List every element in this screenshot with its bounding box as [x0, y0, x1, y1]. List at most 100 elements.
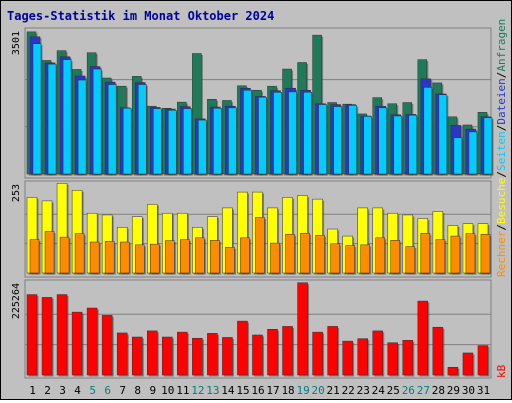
bar-seiten-day-5 [92, 68, 102, 175]
bar-seiten-day-3 [62, 59, 72, 175]
bar-seiten-day-1 [32, 43, 42, 175]
bar-rechner-day-30 [465, 233, 476, 274]
bar-rechner-day-31 [480, 234, 491, 274]
bar-rechner-day-8 [134, 244, 145, 274]
x-tick-label: 25 [387, 384, 400, 397]
x-tick-label: 1 [29, 384, 36, 397]
bar-seiten-day-4 [77, 79, 87, 175]
bar-rechner-day-12 [195, 237, 205, 274]
bar-kb-day-22 [342, 340, 353, 376]
legend-item-besuche: Besuche [495, 178, 508, 224]
bar-rechner-day-4 [74, 233, 85, 274]
x-tick-label: 29 [447, 384, 460, 397]
bar-seiten-day-26 [408, 114, 418, 175]
bar-seiten-day-13 [213, 107, 222, 175]
legend-item-seiten: Seiten [495, 131, 508, 171]
x-tick-label: 18 [281, 384, 294, 397]
legend-kb: kB [495, 364, 508, 378]
legend: Rechner/Besuche/Seiten/Dateien/Anfragenk… [495, 19, 508, 378]
bar-kb-day-4 [71, 311, 83, 376]
bar-seiten-day-25 [393, 115, 403, 175]
x-tick-label: 13 [206, 384, 219, 397]
bar-kb-day-29 [447, 366, 459, 376]
bar-rechner-day-10 [165, 240, 175, 274]
bar-seiten-day-9 [153, 108, 162, 175]
bar-kb-day-12 [192, 337, 203, 376]
bar-rechner-day-27 [420, 232, 431, 274]
bar-kb-day-10 [162, 336, 173, 376]
bar-rechner-day-11 [180, 239, 190, 274]
bar-rechner-day-18 [285, 234, 295, 274]
x-tick-label: 26 [402, 384, 415, 397]
bar-kb-day-27 [417, 300, 429, 376]
bar-kb-day-1 [26, 294, 38, 376]
x-tick-label: 15 [236, 384, 249, 397]
bar-rechner-day-2 [44, 231, 55, 274]
x-tick-label: 19 [296, 384, 309, 397]
x-tick-label: 10 [161, 384, 174, 397]
bar-kb-day-21 [327, 326, 338, 376]
bar-seiten-day-18 [288, 91, 297, 175]
chart-title: Tages-Statistik im Monat Oktober 2024 [7, 9, 274, 23]
bar-seiten-day-20 [318, 104, 327, 175]
bar-kb-day-15 [237, 320, 248, 376]
bar-rechner-day-17 [270, 242, 280, 274]
legend-separator: / [495, 125, 508, 132]
bar-seiten-day-11 [183, 108, 192, 175]
bar-seiten-day-19 [303, 92, 312, 175]
bar-rechner-day-7 [119, 241, 130, 274]
legend-item-anfragen: Anfragen [495, 19, 508, 72]
legend-item-dateien: Dateien [495, 78, 508, 124]
bar-kb-day-24 [372, 330, 383, 376]
y-max-label: 253 [11, 184, 22, 202]
x-tick-label: 12 [191, 384, 204, 397]
bar-kb-day-2 [41, 297, 53, 376]
bar-seiten-day-2 [47, 63, 57, 175]
chart-panel-2: 253 [11, 180, 492, 278]
bar-rechner-day-9 [150, 243, 160, 274]
x-tick-label: 31 [477, 384, 490, 397]
x-tick-label: 3 [59, 384, 66, 397]
bar-rechner-day-16 [255, 217, 265, 274]
bar-rechner-day-24 [375, 237, 385, 274]
bar-rechner-day-1 [29, 239, 40, 274]
x-tick-label: 11 [176, 384, 189, 397]
x-tick-label: 16 [251, 384, 264, 397]
legend-separator: / [495, 171, 508, 178]
y-max-label: 3501 [11, 31, 22, 55]
bar-kb-day-31 [477, 345, 489, 376]
bar-kb-day-25 [387, 342, 399, 376]
x-tick-label: 7 [119, 384, 126, 397]
bar-seiten-day-28 [438, 94, 448, 175]
y-max-label: 225264 [11, 283, 22, 319]
bar-rechner-day-14 [225, 247, 235, 274]
bar-kb-day-19 [297, 282, 308, 376]
bar-rechner-day-23 [360, 244, 370, 274]
legend-separator: / [495, 72, 508, 79]
x-tick-label: 4 [74, 384, 81, 397]
bar-rechner-day-3 [59, 236, 70, 274]
bar-rechner-day-22 [345, 245, 355, 274]
bar-kb-day-11 [177, 331, 188, 376]
bar-kb-day-13 [207, 333, 218, 376]
x-tick-label: 2 [44, 384, 51, 397]
bar-seiten-day-14 [228, 107, 237, 175]
legend-item-rechner: Rechner [495, 230, 508, 277]
x-tick-label: 9 [149, 384, 156, 397]
bar-rechner-day-26 [405, 246, 416, 274]
bar-kb-day-16 [252, 334, 263, 376]
bar-kb-day-9 [147, 330, 158, 376]
bar-seiten-day-22 [348, 105, 357, 175]
bar-seiten-day-7 [122, 107, 132, 175]
bar-seiten-day-30 [468, 131, 478, 175]
bar-rechner-day-25 [390, 240, 401, 274]
bar-rechner-day-6 [104, 241, 115, 274]
bar-kb-day-17 [267, 329, 278, 376]
bar-seiten-day-17 [273, 92, 282, 175]
x-tick-label: 17 [266, 384, 279, 397]
bar-rechner-day-19 [300, 232, 310, 274]
x-tick-label: 20 [312, 384, 325, 397]
bar-seiten-day-23 [363, 116, 372, 175]
